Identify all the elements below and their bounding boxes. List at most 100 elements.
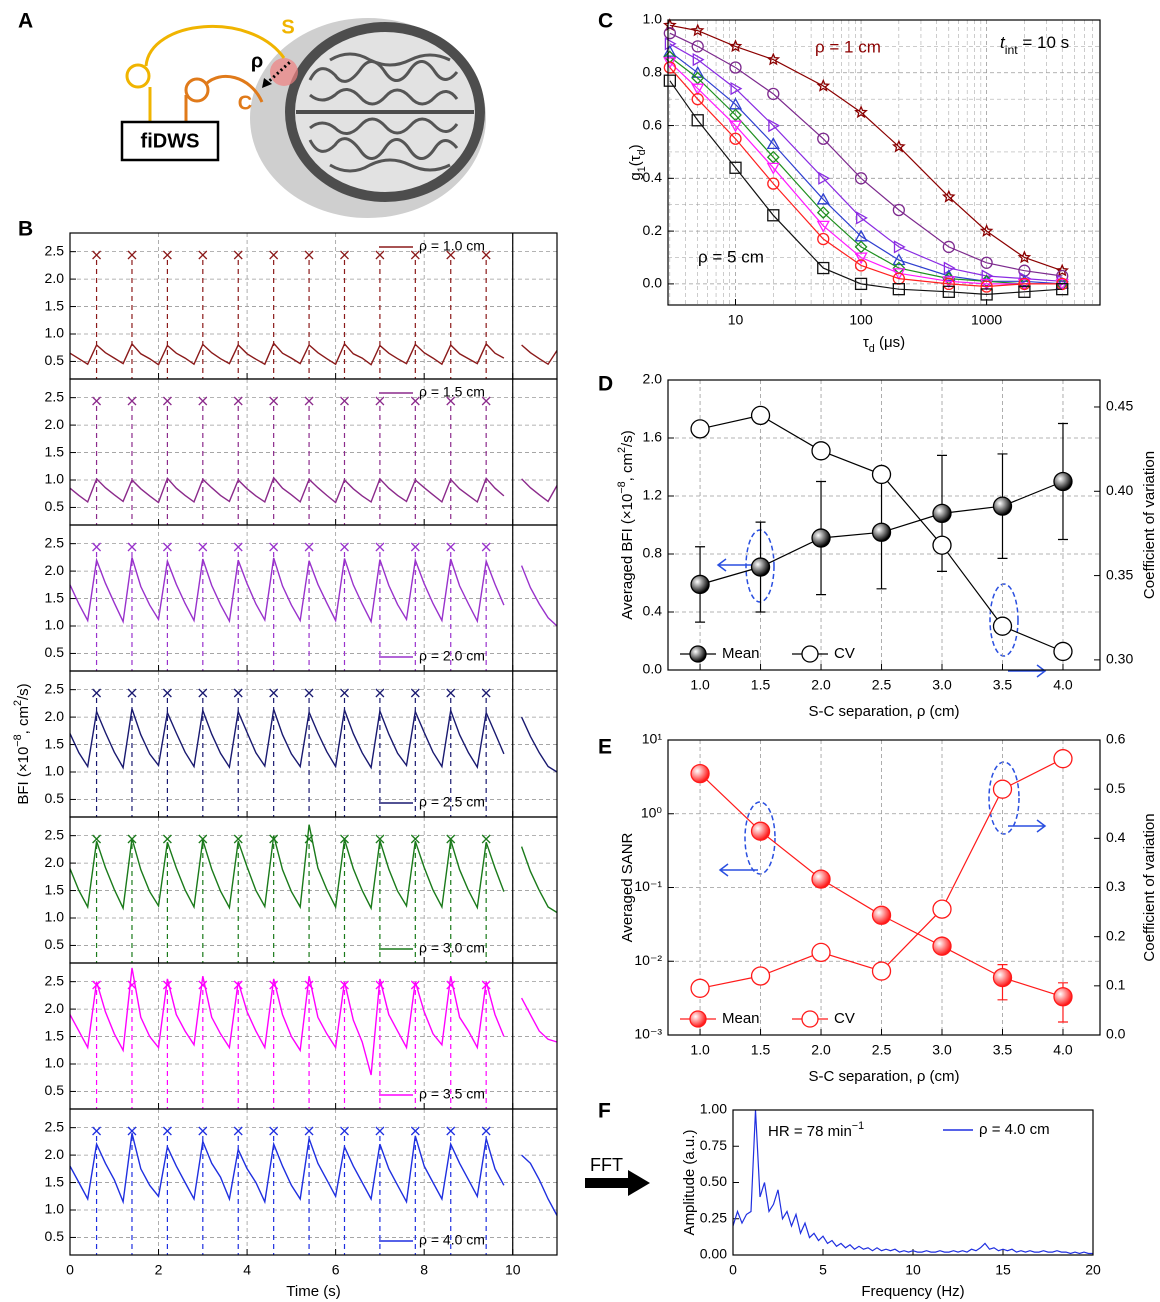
y-tick-label: 1.0 <box>45 909 65 925</box>
marker <box>892 203 906 217</box>
peak-marker <box>410 542 420 552</box>
marker <box>892 283 906 296</box>
peak-marker <box>162 396 172 406</box>
trace <box>69 824 558 914</box>
legend-label: ρ = 2.0 cm <box>419 648 485 664</box>
y-tick-label: 0.5 <box>45 352 65 368</box>
y-tick-label: 0.5 <box>1106 780 1126 796</box>
gyri <box>308 52 459 173</box>
marker <box>817 261 830 275</box>
fit-line <box>669 56 1063 285</box>
peak-marker <box>269 542 279 552</box>
y-tick-label: 1.0 <box>45 617 65 633</box>
peak-marker <box>304 250 314 260</box>
y-axis-label-part: , cm <box>15 706 32 734</box>
y-axis-label: Averaged BFI (×10−8, cm2/s) <box>616 430 636 619</box>
x-tick-label: 2 <box>155 1262 163 1278</box>
device-box <box>120 120 220 162</box>
diagram: fiDWS S C ρ A <box>18 10 486 218</box>
y-tick-label: 1.2 <box>643 487 663 503</box>
y-tick-label: 1.5 <box>45 1173 65 1189</box>
y-tick-label: 2.0 <box>45 854 65 870</box>
y-tick-label: 2.5 <box>45 826 65 842</box>
x-tick-label: 6 <box>332 1262 340 1278</box>
y-tick-label: 1.00 <box>700 1101 727 1117</box>
peak-marker <box>127 542 137 552</box>
y-axis-label-part: 2 <box>12 700 24 706</box>
marker <box>767 177 780 190</box>
x-axis-label: Frequency (Hz) <box>861 1283 964 1300</box>
marker <box>891 139 906 153</box>
marker <box>767 209 780 222</box>
plot-frame <box>69 1108 558 1256</box>
marker <box>750 966 771 986</box>
highlight <box>744 801 776 875</box>
marker <box>854 240 868 254</box>
y-tick-label: 10⁰ <box>641 804 663 820</box>
y-tick-label: 0.5 <box>45 790 65 806</box>
marker <box>941 189 956 203</box>
fit-line <box>669 51 1063 285</box>
peak-marker <box>481 688 491 698</box>
peak-marker <box>92 688 102 698</box>
marker <box>942 276 956 289</box>
marker <box>663 61 676 74</box>
x-tick-label: 3.0 <box>932 1042 952 1058</box>
legend-marker <box>801 645 819 663</box>
legend-label: ρ = 3.0 cm <box>419 940 485 956</box>
spectrum-line <box>732 1109 1093 1255</box>
y-axis-label-part: Averaged BFI (×10 <box>619 494 636 620</box>
legend-label: CV <box>834 1010 855 1027</box>
x-tick-label: 0 <box>729 1262 737 1278</box>
arrow-head <box>262 78 272 88</box>
marker <box>816 192 830 205</box>
highlight <box>988 761 1020 835</box>
marker <box>690 763 710 784</box>
x-axis-label: τd (μs) <box>863 334 905 355</box>
y-tick-label: 0.3 <box>1106 878 1126 894</box>
marker <box>992 496 1013 516</box>
marker <box>766 137 780 150</box>
marker <box>766 150 780 164</box>
marker <box>811 441 831 461</box>
annotation-part: t <box>1000 33 1006 52</box>
legend-label: ρ = 4.0 cm <box>979 1121 1050 1138</box>
x-axis-label-part: (μs) <box>875 334 905 351</box>
y-tick-label: 2.5 <box>45 242 65 258</box>
fit-line <box>669 80 1063 296</box>
annotation-part: −1 <box>852 1120 864 1132</box>
marker <box>1056 283 1069 296</box>
marker <box>817 232 830 246</box>
y-axis-label-part: −8 <box>12 734 24 746</box>
y-tick-label: 0.35 <box>1106 566 1133 582</box>
marker <box>692 52 705 67</box>
y-tick-label: 0.50 <box>700 1173 727 1189</box>
peak-marker <box>340 542 349 552</box>
y-tick-label: 0.75 <box>700 1137 727 1153</box>
y-tick-label: 2.5 <box>45 972 65 988</box>
peak-marker <box>127 396 137 406</box>
y-tick-label: 2.5 <box>45 1118 65 1134</box>
legend-label: Mean <box>722 645 760 662</box>
marker <box>691 83 705 96</box>
y-tick-label: 1.5 <box>45 589 65 605</box>
x-tick-label: 20 <box>1085 1262 1101 1278</box>
marker <box>691 114 704 127</box>
x-tick-label: 3.5 <box>993 677 1013 693</box>
fit-line <box>669 24 1063 272</box>
y-tick-label: 0.4 <box>643 169 663 185</box>
marker <box>690 574 710 595</box>
peak-marker <box>410 834 420 844</box>
y-axis-label-part: /s) <box>15 683 32 700</box>
y-axis-label-part: , cm <box>619 453 636 481</box>
marker <box>942 277 955 291</box>
peak-marker <box>162 250 172 260</box>
y2-axis-label: Coefficient of variation <box>1141 451 1158 599</box>
axis-arrow <box>718 863 758 877</box>
marker <box>690 23 705 37</box>
peak-marker <box>304 542 314 552</box>
peak-marker <box>162 688 172 698</box>
x-axis-label: S-C separation, ρ (cm) <box>808 703 959 720</box>
marker <box>691 93 704 106</box>
